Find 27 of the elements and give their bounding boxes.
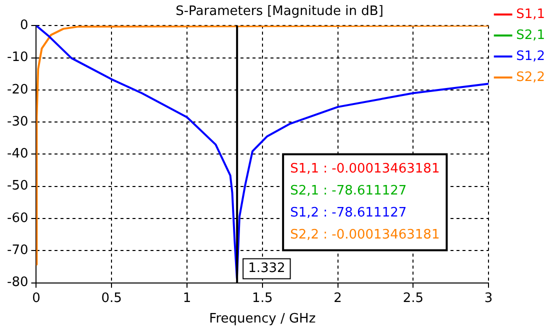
y-tick-label: -60 [7, 210, 28, 226]
annotation: S2,1 : -78.611127 [290, 184, 407, 199]
y-tick-label: -40 [7, 146, 28, 162]
x-tick-label: 3 [484, 290, 493, 306]
x-tick-label: 2.5 [402, 290, 424, 306]
annotation: S1,1 : -0.00013463181 [290, 162, 440, 177]
ref-line-label: 1.332 [248, 261, 286, 276]
legend-label: S1,1 [516, 6, 546, 22]
x-tick-label: 1 [182, 290, 192, 306]
y-tick-label: 0 [20, 18, 28, 33]
x-tick-label: 1.5 [252, 290, 273, 306]
y-tick-label: -50 [7, 178, 28, 194]
y-tick-label: -70 [7, 243, 28, 258]
y-tick-label: -10 [7, 50, 28, 66]
annotation: S1,2 : -78.611127 [290, 206, 407, 221]
legend-label: S1,2 [516, 48, 546, 64]
chart-title: S-Parameters [Magnitude in dB] [176, 4, 384, 20]
x-axis-title: Frequency / GHz [209, 312, 316, 327]
y-tick-label: -20 [7, 82, 28, 98]
x-tick-label: 2 [334, 290, 342, 306]
annotation: S2,2 : -0.00013463181 [290, 228, 440, 243]
legend-label: S2,2 [516, 70, 546, 85]
y-tick-label: -80 [7, 275, 28, 290]
legend-label: S2,1 [516, 28, 546, 43]
x-tick-label: 0 [32, 290, 40, 306]
x-tick-label: 0.5 [101, 290, 122, 306]
y-tick-label: -30 [7, 114, 28, 130]
